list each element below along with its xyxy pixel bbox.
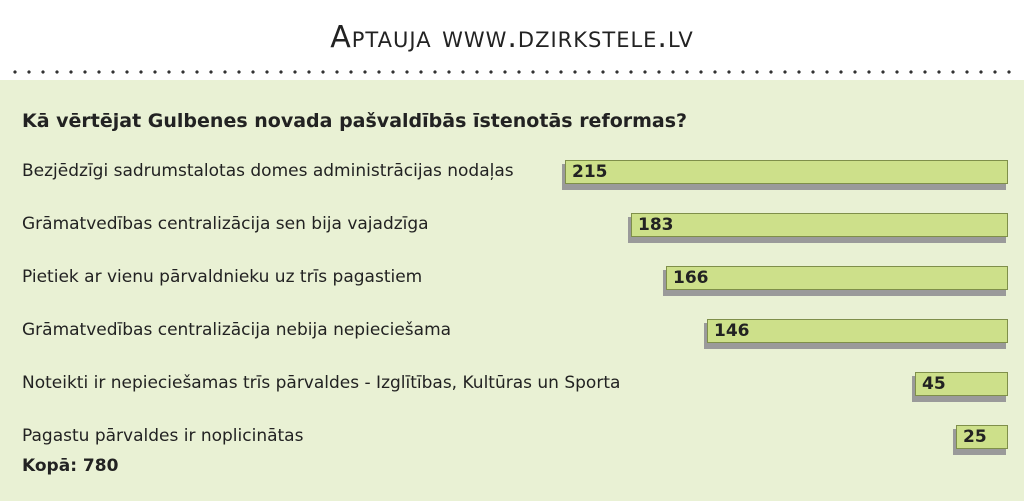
category-label: Noteikti ir nepieciešamas trīs pārvaldes…	[22, 373, 621, 393]
bar-value-label: 183	[638, 215, 674, 235]
chart-title: Kā vērtējat Gulbenes novada pašvaldībās …	[22, 110, 688, 132]
bar: 183	[631, 213, 1008, 237]
bar-value-label: 166	[673, 268, 709, 288]
category-label: Bezjēdzīgi sadrumstalotas domes administ…	[22, 161, 514, 181]
category-label: Grāmatvedības centralizācija nebija nepi…	[22, 320, 452, 340]
category-label: Grāmatvedības centralizācija sen bija va…	[22, 214, 429, 234]
bar-value-label: 146	[714, 321, 750, 341]
bar: 25	[956, 425, 1008, 449]
bar-value-label: 25	[963, 427, 987, 447]
bar: 166	[666, 266, 1008, 290]
bar: 146	[707, 319, 1008, 343]
bar: 45	[915, 372, 1008, 396]
bar-value-label: 45	[922, 374, 946, 394]
total-label: Kopā: 780	[22, 456, 119, 476]
bar: 215	[565, 160, 1008, 184]
category-label: Pietiek ar vienu pārvaldnieku uz trīs pa…	[22, 267, 423, 287]
survey-header-title: Aptauja www.dzirkstele.lv	[330, 20, 694, 55]
dotted-divider	[8, 69, 1018, 75]
bar-value-label: 215	[572, 162, 608, 182]
category-label: Pagastu pārvaldes ir noplicinātas	[22, 426, 304, 446]
